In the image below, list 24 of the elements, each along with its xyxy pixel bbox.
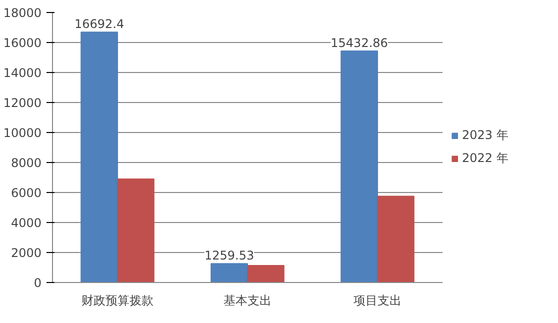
bar (247, 265, 284, 282)
bar (80, 32, 118, 282)
y-tick-label: 4000 (10, 216, 42, 230)
y-tick-label: 6000 (10, 186, 42, 200)
y-tick-label: 12000 (3, 96, 42, 110)
y-tick-label: 2000 (10, 246, 42, 260)
bar (117, 178, 154, 282)
bar (340, 50, 378, 282)
data-label: 16692.4 (74, 17, 124, 32)
data-label: 15432.86 (330, 36, 388, 50)
x-tick-label: 财政预算拨款 (82, 294, 154, 308)
y-tick-label: 8000 (10, 156, 42, 170)
y-tick-label: 0 (34, 276, 42, 290)
y-tick-label: 14000 (3, 66, 42, 80)
y-tick-label: 10000 (3, 126, 42, 140)
legend-label: 2022 年 (462, 150, 508, 167)
x-tick-label: 项目支出 (354, 294, 402, 308)
legend-label: 2023 年 (462, 127, 508, 144)
x-tick-label: 基本支出 (224, 294, 272, 308)
y-tick-label: 16000 (3, 36, 42, 50)
data-label: 1259.53 (204, 248, 254, 263)
bar (377, 196, 414, 282)
y-tick-label: 18000 (3, 6, 42, 20)
bar (210, 263, 248, 282)
